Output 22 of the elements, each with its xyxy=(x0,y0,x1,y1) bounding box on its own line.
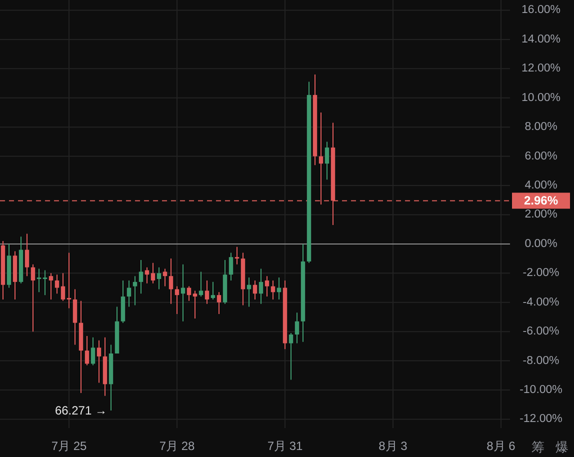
y-tick-label: 16.00% xyxy=(521,4,561,16)
y-tick-label: -2.00% xyxy=(522,267,560,280)
y-tick-label: -10.00% xyxy=(520,384,562,396)
y-tick-label: 12.00% xyxy=(521,62,561,75)
y-tick-label: 14.00% xyxy=(521,33,561,46)
y-tick-label: 8.00% xyxy=(524,121,558,134)
y-tick-label: 4.00% xyxy=(524,180,558,192)
x-tick-label: 7月 28 xyxy=(159,439,195,453)
x-tick-label: 7月 25 xyxy=(51,439,87,453)
x-tick-label: 7月 31 xyxy=(267,439,303,453)
y-tick-label: 2.00% xyxy=(524,208,558,221)
y-tick-label: 0.00% xyxy=(524,238,558,250)
x-tick-label: 8月 3 xyxy=(378,439,408,453)
y-tick-label: -6.00% xyxy=(522,326,560,338)
y-tick-label: -8.00% xyxy=(522,354,560,367)
ref-line-label: 2.96% xyxy=(524,194,558,208)
y-tick-label: -4.00% xyxy=(522,296,560,308)
y-tick-label: 10.00% xyxy=(521,92,561,104)
y-tick-label: -12.00% xyxy=(520,413,562,426)
y-tick-label: 6.00% xyxy=(524,150,558,162)
ref-label: 2.96% xyxy=(512,192,570,209)
x-tick-label: 8月 6 xyxy=(486,439,516,453)
